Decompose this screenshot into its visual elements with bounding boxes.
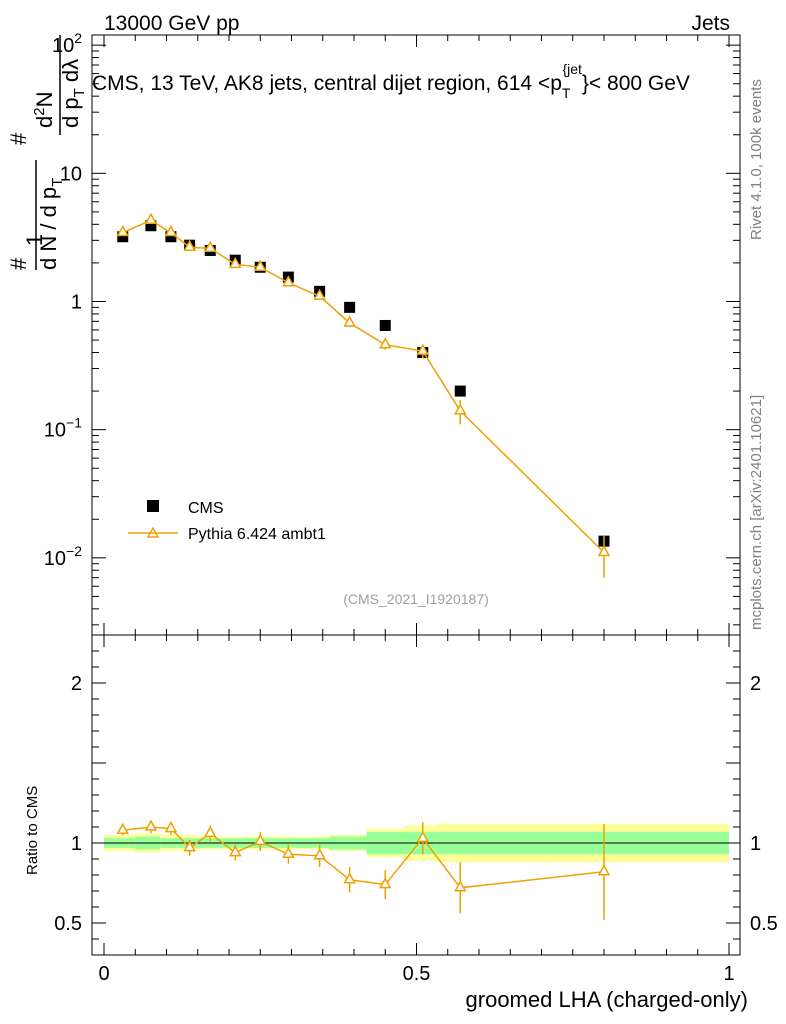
data-point-pythia bbox=[597, 544, 611, 557]
header-category: Jets bbox=[691, 12, 730, 35]
y-label-num-sup: 2 bbox=[31, 107, 48, 115]
ratio-tick-label-right: 2 bbox=[750, 673, 761, 695]
x-tick-label: 1 bbox=[723, 963, 734, 985]
ratio-point-pythia bbox=[116, 822, 130, 834]
ratio-point-pythia bbox=[228, 845, 242, 857]
y-tick-label: 10−2 bbox=[44, 543, 82, 570]
y-label-hash1: # bbox=[6, 257, 31, 270]
data-point-pythia bbox=[183, 239, 196, 251]
y-label-den2-sub: T bbox=[71, 88, 88, 97]
data-point-pythia bbox=[343, 315, 356, 327]
data-point-pythia bbox=[453, 403, 467, 415]
y-label-num: d bbox=[32, 116, 57, 128]
ratio-point-pythia bbox=[183, 840, 196, 852]
data-point-pythia bbox=[164, 225, 178, 237]
y-tick-label: 1 bbox=[71, 291, 82, 313]
data-point-pythia bbox=[203, 240, 217, 253]
data-point-pythia bbox=[282, 275, 295, 287]
data-point-cms bbox=[379, 319, 391, 331]
ratio-point-pythia bbox=[453, 880, 467, 892]
analysis-id: (CMS_2021_I1920187) bbox=[343, 591, 489, 607]
svg-text:d pT dλ: d pT dλ bbox=[58, 59, 88, 128]
ratio-point-pythia bbox=[144, 819, 158, 831]
ratio-point-pythia bbox=[378, 877, 392, 889]
ratio-tick-label-right: 0.5 bbox=[750, 913, 778, 935]
x-tick-label: 0.5 bbox=[403, 963, 431, 985]
ratio-frame bbox=[91, 634, 741, 956]
ratio-tick-label-left: 0.5 bbox=[54, 913, 82, 935]
rivet-label: Rivet 4.1.0, 100k events bbox=[748, 79, 765, 240]
y-tick-label: 102 bbox=[52, 30, 82, 57]
data-point-pythia bbox=[378, 337, 392, 349]
y-label-one: 1 bbox=[22, 234, 47, 246]
y-label-den2-end: dλ bbox=[58, 59, 83, 88]
header-collision: 13000 GeV pp bbox=[104, 12, 239, 35]
ratio-point-pythia bbox=[416, 830, 430, 842]
ratio-y-label: Ratio to CMS bbox=[24, 786, 41, 875]
data-point-pythia bbox=[228, 256, 242, 269]
data-point-cms bbox=[145, 220, 157, 232]
ratio-point-pythia bbox=[282, 846, 295, 858]
y-label-hash2: # bbox=[6, 132, 31, 145]
legend-marker-cms bbox=[147, 500, 159, 512]
x-axis-label: groomed LHA (charged-only) bbox=[466, 987, 748, 1012]
y-label-den: d N / d p bbox=[36, 187, 61, 270]
data-point-cms bbox=[165, 231, 177, 243]
ratio-point-pythia bbox=[253, 833, 267, 846]
data-point-pythia bbox=[416, 343, 430, 355]
y-tick-label: 10−1 bbox=[44, 415, 82, 442]
data-point-pythia bbox=[116, 225, 130, 237]
x-tick-label: 0 bbox=[98, 963, 109, 985]
legend-marker-pythia bbox=[146, 526, 160, 538]
svg-text:d2N: d2N bbox=[31, 92, 57, 128]
ratio-tick-label-left: 1 bbox=[71, 833, 82, 855]
y-label-num-end: N bbox=[32, 92, 57, 108]
plot-title: CMS, 13 TeV, AK8 jets, central dijet reg… bbox=[92, 61, 690, 101]
data-point-pythia bbox=[144, 212, 158, 225]
ratio-point-pythia bbox=[164, 821, 178, 833]
data-point-cms bbox=[454, 385, 466, 397]
main-frame bbox=[91, 34, 741, 636]
data-point-cms bbox=[344, 301, 356, 313]
data-point-pythia bbox=[253, 259, 267, 271]
ratio-point-pythia bbox=[313, 848, 326, 860]
mcplots-label: mcplots.cern.ch [arXiv:2401.10621] bbox=[748, 395, 765, 630]
ratio-point-pythia bbox=[203, 825, 217, 838]
y-label-den2: d p bbox=[58, 97, 83, 128]
ratio-tick-label-left: 2 bbox=[71, 673, 82, 695]
svg-text:d N / d pT: d N / d pT bbox=[36, 178, 66, 270]
ratio-point-pythia bbox=[343, 872, 356, 884]
legend: CMS Pythia 6.424 ambt1 bbox=[128, 500, 326, 543]
y-axis-label: # 1 d N / d pT # d2N d pT dλ bbox=[6, 35, 88, 270]
data-point-cms bbox=[117, 231, 129, 243]
legend-label-pythia: Pythia 6.424 ambt1 bbox=[188, 526, 326, 543]
ratio-tick-label-right: 1 bbox=[750, 833, 761, 855]
ratio-point-pythia bbox=[597, 864, 611, 876]
y-tick-label: 10 bbox=[60, 163, 82, 185]
y-label-den-sub: T bbox=[49, 178, 66, 187]
legend-label-cms: CMS bbox=[188, 500, 224, 517]
data-point-pythia bbox=[313, 288, 326, 300]
